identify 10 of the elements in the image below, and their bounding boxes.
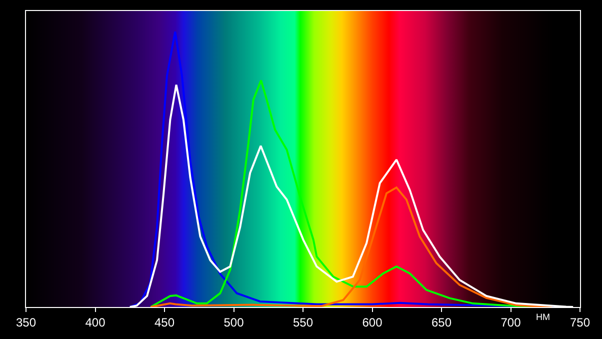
x-tick-label: 450: [154, 315, 175, 330]
x-tick-label: 750: [570, 315, 590, 330]
x-tick-label: 350: [16, 315, 36, 330]
x-tick-label: 550: [292, 315, 314, 330]
x-tick-label: 400: [85, 315, 106, 330]
x-axis-title: НМ: [536, 312, 550, 322]
x-tick-label: 500: [224, 315, 244, 330]
x-tick-label: 600: [362, 315, 383, 330]
x-tick-label: 650: [431, 315, 452, 330]
x-tick-label: 700: [500, 315, 522, 330]
